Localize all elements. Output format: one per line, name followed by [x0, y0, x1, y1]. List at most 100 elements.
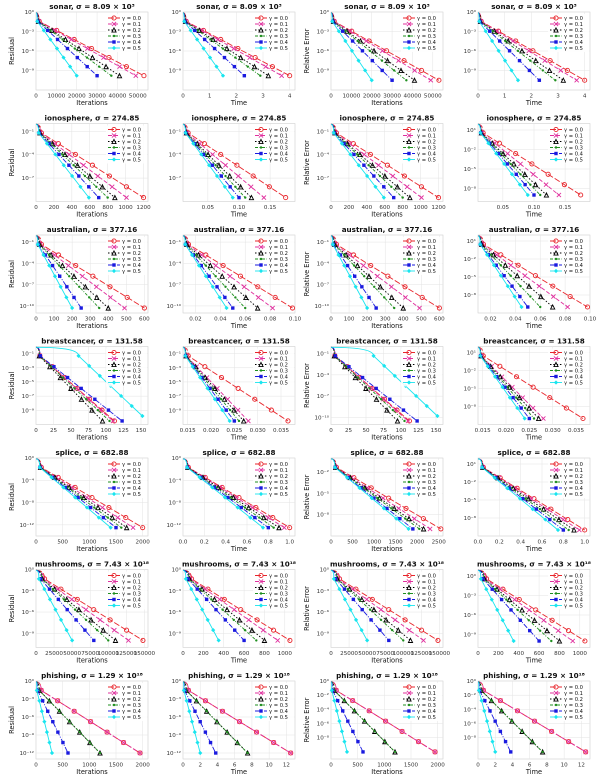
legend-marker [406, 690, 412, 696]
panel-splice-2: 0 500 1000 1500 2000 250010⁻²10⁻⁵10⁻⁸splice, … [303, 448, 446, 553]
legend-label: γ = 0.5 [564, 157, 583, 163]
series-marker-gamma-0 [106, 55, 112, 61]
y-axis-label: Residual [8, 37, 16, 65]
series-marker-gamma-3 [550, 639, 553, 643]
series-marker-gamma-4 [85, 64, 89, 69]
legend-marker [554, 146, 558, 149]
series-marker-gamma-5 [214, 173, 220, 179]
series-marker-gamma-0 [385, 273, 391, 279]
series-marker-gamma-1 [405, 418, 411, 424]
series-marker-gamma-4 [93, 397, 97, 401]
legend-marker [407, 480, 411, 484]
series-marker-gamma-0 [123, 627, 130, 633]
panel-phishing-0: 0 500 1000 1500 200010⁰10⁻³10⁻⁶10⁻⁹10⁻¹²phis… [8, 671, 150, 776]
legend-label: γ = 0.2 [269, 362, 288, 368]
y-tick-label: 10⁰ [25, 567, 35, 574]
y-tick-label: 10⁻⁶ [22, 609, 35, 616]
y-axis-label: Relative Error [303, 140, 311, 185]
series-marker-gamma-5 [515, 78, 521, 83]
series-marker-gamma-2 [366, 273, 372, 279]
series-marker-gamma-0 [418, 67, 425, 73]
series-marker-gamma-3 [73, 387, 76, 390]
series-marker-gamma-4 [46, 28, 50, 33]
x-tick-label: 0 [329, 540, 333, 546]
legend-label: γ = 0.2 [417, 474, 436, 480]
x-tick-label: 600 [84, 205, 95, 211]
y-tick-label: 10⁻⁸ [464, 292, 477, 299]
series-marker-gamma-5 [183, 242, 188, 247]
series-marker-gamma-5 [342, 597, 348, 602]
legend-marker [407, 597, 411, 602]
legend-label: γ = 0.1 [122, 133, 141, 139]
legend-marker [111, 356, 117, 361]
series-marker-gamma-0 [271, 740, 277, 746]
series-marker-gamma-3 [519, 173, 522, 176]
legend-label: γ = 0.1 [269, 133, 288, 139]
y-tick-label: 10⁻² [317, 692, 329, 699]
panel-title: australian, σ = 377.16 [194, 225, 285, 234]
series-marker-gamma-3 [345, 365, 348, 368]
series-marker-gamma-1 [364, 485, 370, 491]
series-marker-gamma-2 [538, 293, 544, 300]
y-tick-label: 10⁻¹² [166, 522, 181, 529]
series-marker-gamma-4 [219, 174, 223, 178]
legend-label: γ = 0.5 [417, 380, 436, 386]
series-marker-gamma-0 [238, 607, 244, 613]
legend-label: γ = 0.0 [269, 685, 288, 691]
series-marker-gamma-0 [89, 494, 95, 501]
x-tick-label: 1000 [573, 651, 588, 657]
series-marker-gamma-3 [390, 185, 393, 189]
legend-label: γ = 0.4 [564, 263, 584, 269]
legend-marker [259, 709, 263, 713]
series-marker-gamma-5 [484, 587, 489, 592]
series-marker-gamma-5 [339, 141, 345, 146]
x-tick-label: 0.10 [528, 205, 541, 211]
series-marker-gamma-0 [351, 252, 357, 258]
series-marker-gamma-3 [234, 56, 237, 59]
legend-marker [406, 133, 412, 138]
series-marker-gamma-0 [578, 192, 584, 198]
y-tick-label: 10⁻⁷ [169, 175, 181, 182]
legend-marker [111, 491, 117, 497]
legend-marker [111, 467, 117, 473]
series-marker-gamma-0 [415, 739, 422, 745]
series-marker-gamma-3 [519, 284, 522, 288]
legend-label: γ = 0.5 [564, 269, 583, 275]
series-marker-gamma-2 [224, 45, 230, 52]
y-tick-label: 10⁻³ [169, 588, 181, 595]
x-tick-label: 1000 [82, 763, 97, 769]
series-marker-gamma-3 [553, 518, 556, 521]
legend-marker [407, 709, 411, 713]
legend-label: γ = 0.2 [417, 139, 436, 145]
series-marker-gamma-2 [371, 606, 377, 613]
series-marker-gamma-5 [359, 295, 364, 300]
x-tick-label: 500 [57, 540, 68, 546]
legend-label: γ = 0.4 [564, 374, 584, 380]
series-marker-gamma-5 [119, 393, 124, 399]
series-marker-gamma-3 [390, 628, 394, 632]
series-marker-gamma-5 [235, 505, 240, 510]
series-marker-gamma-3 [402, 639, 405, 642]
series-marker-gamma-0 [218, 375, 225, 381]
series-marker-gamma-5 [522, 416, 527, 421]
y-tick-label: 10⁻¹ [169, 239, 181, 246]
series-marker-gamma-1 [550, 294, 556, 299]
series-marker-gamma-5 [74, 73, 79, 78]
series-marker-gamma-0 [550, 283, 556, 289]
x-tick-label: 25000 [45, 651, 63, 657]
series-marker-gamma-4 [226, 495, 230, 500]
x-tick-label: 0.015 [475, 428, 491, 434]
series-marker-gamma-4 [228, 185, 232, 189]
y-tick-label: 10⁻⁴ [169, 152, 182, 159]
series-marker-gamma-3 [516, 608, 519, 612]
series-marker-gamma-5 [227, 418, 232, 424]
series-marker-gamma-3 [97, 65, 101, 68]
series-marker-gamma-0 [73, 263, 79, 269]
x-tick-label: 10000 [47, 94, 65, 100]
series-marker-gamma-0 [369, 596, 375, 602]
series-marker-gamma-5 [78, 184, 83, 189]
series-marker-gamma-4 [388, 397, 392, 401]
panel-title: sonar, σ = 8.09 × 10³ [49, 2, 134, 11]
series-marker-gamma-3 [73, 608, 77, 611]
